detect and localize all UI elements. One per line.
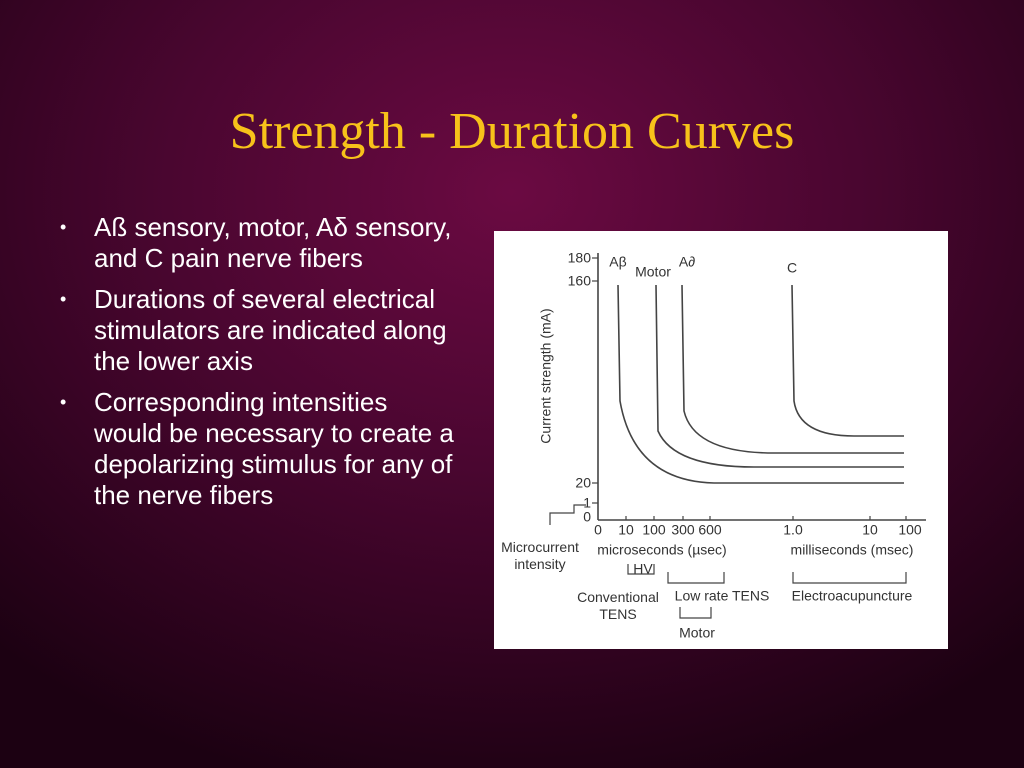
x-tick-label: 0 <box>594 521 602 538</box>
stimulator-label: Motor <box>679 624 715 641</box>
curve-a-beta <box>617 284 904 484</box>
y-tick-label: 160 <box>567 272 591 289</box>
brackets <box>549 504 907 619</box>
slide-title: Strength - Duration Curves <box>229 103 795 160</box>
y-tick-label: 180 <box>567 249 591 266</box>
curve-a-delta <box>681 284 904 454</box>
stimulator-label: Electroacupuncture <box>791 587 913 604</box>
stimulator-label: HV <box>633 560 653 577</box>
x-tick-label: 10 <box>862 521 878 538</box>
y-axis-label: Current strength (mA) <box>537 308 554 444</box>
x-unit-label: microseconds (µsec) <box>597 541 727 558</box>
x-tick-label: 10 <box>618 521 634 538</box>
bullet: Aß sensory, motor, Aδ sensory, and C pai… <box>60 212 460 274</box>
stimulator-label: Low rate TENS <box>674 587 770 604</box>
x-tick-label: 1.0 <box>783 521 803 538</box>
axis-ticks <box>592 257 907 520</box>
stimulator-label: Conventional TENS <box>577 589 659 622</box>
x-tick-label: 300 <box>671 521 695 538</box>
x-tick-label: 600 <box>698 521 722 538</box>
y-tick-label: 1 <box>583 494 591 511</box>
curve-label: Motor <box>635 263 671 280</box>
bullet: Durations of several electrical stimulat… <box>60 284 460 377</box>
bullet-list: Aß sensory, motor, Aδ sensory, and C pai… <box>60 212 460 521</box>
x-tick-label: 100 <box>898 521 922 538</box>
figure: Current strength (mA) 180 160 20 1 0 0 1… <box>494 231 948 649</box>
curve-c <box>791 284 904 437</box>
curve-label: C <box>786 259 798 276</box>
curve-label: A∂ <box>678 253 696 270</box>
stimulator-label: Microcurrent intensity <box>501 539 579 572</box>
bullet: Corresponding intensities would be neces… <box>60 387 460 511</box>
y-tick-label: 20 <box>575 474 591 491</box>
y-tick-label: 0 <box>583 508 591 525</box>
curve-label: Aβ <box>609 253 627 270</box>
x-tick-label: 100 <box>642 521 666 538</box>
curve-motor <box>655 284 904 468</box>
x-unit-label: milliseconds (msec) <box>790 541 914 558</box>
figure-drawing <box>549 253 926 619</box>
